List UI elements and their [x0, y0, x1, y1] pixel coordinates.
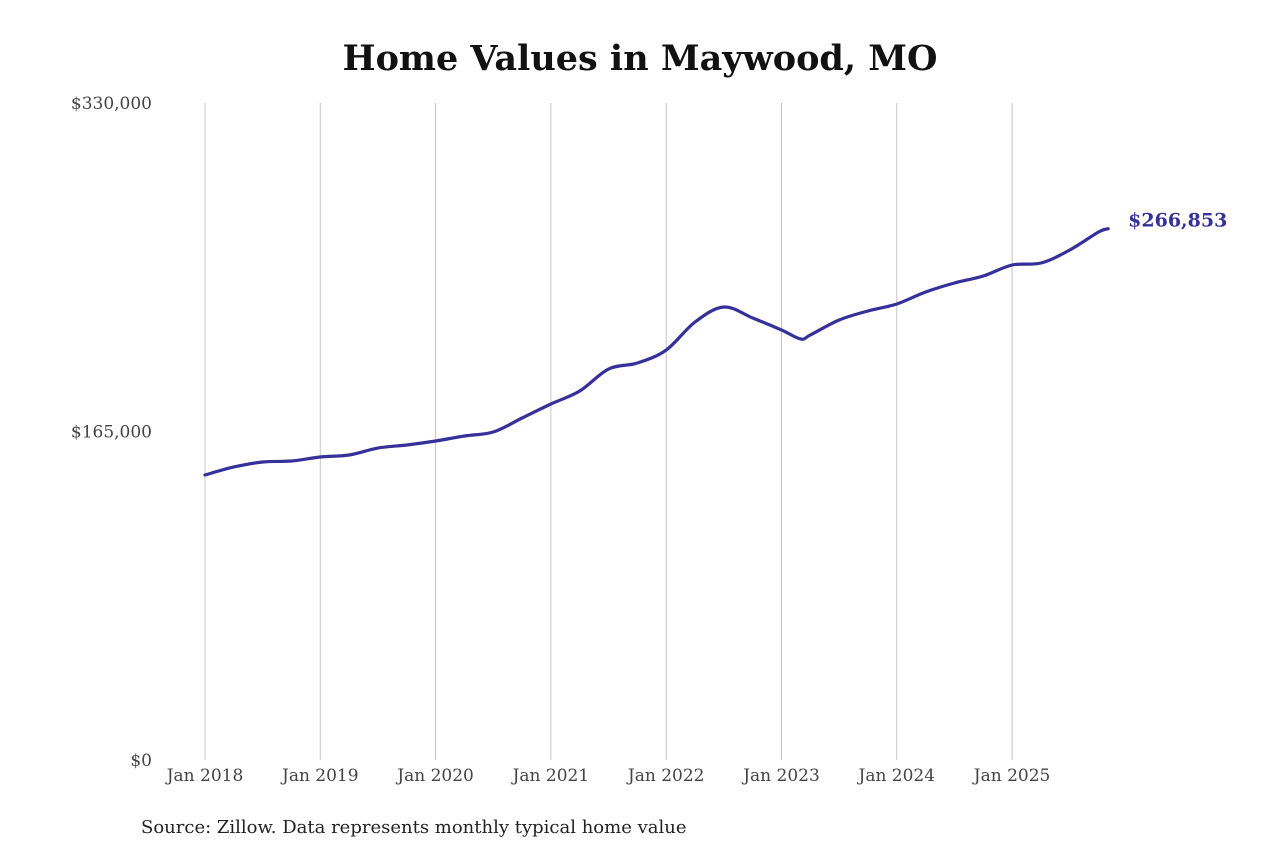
x-tick-label: Jan 2019	[280, 766, 359, 786]
x-axis: Jan 2018 Jan 2019 Jan 2020 Jan 2021 Jan 2022…	[165, 766, 1051, 786]
y-tick-label: $165,000	[71, 423, 152, 443]
series-line	[203, 227, 1110, 477]
x-tick-label: Jan 2020	[395, 766, 474, 786]
y-tick-label: $0	[130, 751, 152, 771]
x-tick-label: Jan 2022	[626, 766, 705, 786]
x-tick-label: Jan 2023	[741, 766, 820, 786]
x-tick-label: Jan 2024	[857, 766, 936, 786]
y-tick-label: $330,000	[71, 94, 152, 114]
chart-title: Home Values in Maywood, MO	[342, 38, 938, 79]
source-note: Source: Zillow. Data represents monthly …	[141, 817, 687, 838]
x-tick-label: Jan 2021	[511, 766, 590, 786]
y-axis: $0 $165,000 $330,000	[71, 94, 152, 771]
end-value-label: $266,853	[1128, 210, 1227, 232]
grid	[204, 103, 1013, 760]
x-tick-label: Jan 2025	[972, 766, 1051, 786]
x-tick-label: Jan 2018	[165, 766, 244, 786]
